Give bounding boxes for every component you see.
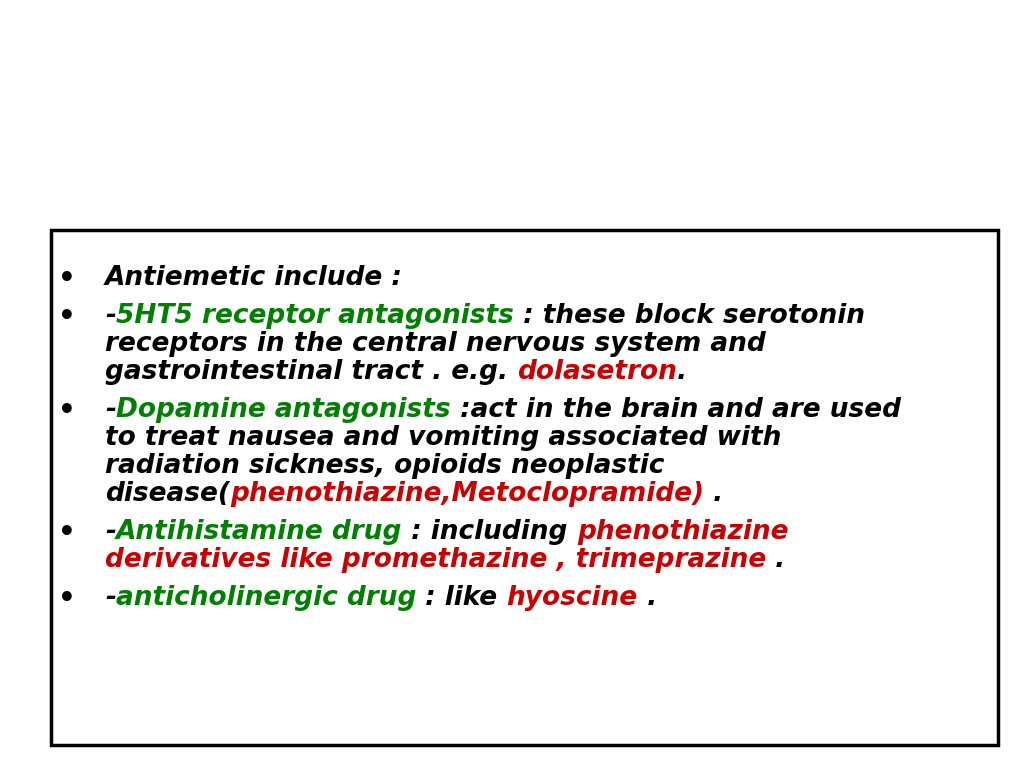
Text: radiation sickness, opioids neoplastic: radiation sickness, opioids neoplastic <box>105 453 665 479</box>
Text: -: - <box>105 303 116 329</box>
Text: : including: : including <box>402 519 577 545</box>
Text: -: - <box>105 585 116 611</box>
Text: gastrointestinal tract . e.g.: gastrointestinal tract . e.g. <box>105 359 517 386</box>
Text: : these block serotonin: : these block serotonin <box>514 303 865 329</box>
Text: Antiemetic include :: Antiemetic include : <box>105 266 412 291</box>
Text: to treat nausea and vomiting associated with: to treat nausea and vomiting associated … <box>105 425 781 452</box>
Text: anticholinergic drug: anticholinergic drug <box>116 585 417 611</box>
Text: phenothiazine,Metoclopramide): phenothiazine,Metoclopramide) <box>229 482 703 508</box>
Text: Antihistamine drug: Antihistamine drug <box>116 519 402 545</box>
Text: hyoscine: hyoscine <box>507 585 638 611</box>
Text: dolasetron: dolasetron <box>517 359 677 386</box>
Text: : like: : like <box>417 585 507 611</box>
Text: Dopamine antagonists: Dopamine antagonists <box>116 397 451 423</box>
Text: derivatives like promethazine , trimeprazine: derivatives like promethazine , trimepra… <box>105 548 766 574</box>
Bar <box>51 230 998 745</box>
Text: -: - <box>105 397 116 423</box>
Text: .: . <box>703 482 723 508</box>
Text: :act in the brain and are used: :act in the brain and are used <box>451 397 901 423</box>
Text: phenothiazine: phenothiazine <box>577 519 788 545</box>
Text: .: . <box>638 585 656 611</box>
Text: receptors in the central nervous system and: receptors in the central nervous system … <box>105 332 766 357</box>
Text: -: - <box>105 519 116 545</box>
Text: •: • <box>58 266 76 293</box>
Text: •: • <box>58 303 76 332</box>
Text: •: • <box>58 519 76 548</box>
Text: •: • <box>58 585 76 614</box>
Text: disease(: disease( <box>105 482 229 508</box>
Text: .: . <box>677 359 687 386</box>
Text: .: . <box>766 548 785 574</box>
Text: •: • <box>58 397 76 425</box>
Text: 5HT5 receptor antagonists: 5HT5 receptor antagonists <box>116 303 514 329</box>
